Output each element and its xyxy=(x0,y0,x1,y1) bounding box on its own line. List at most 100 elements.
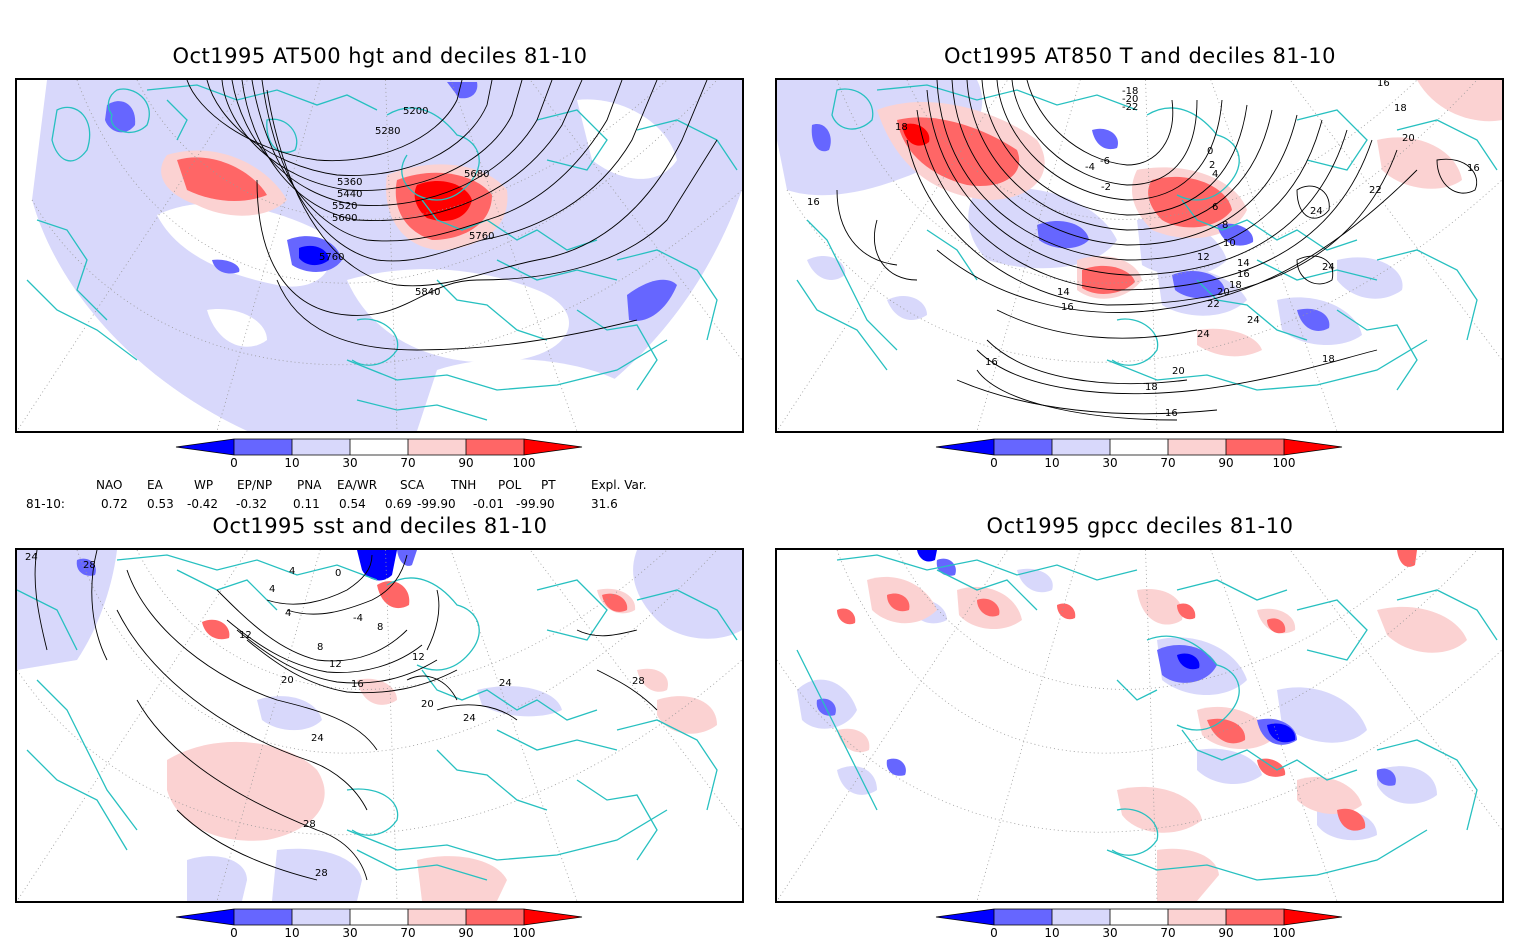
decile-shade-pink xyxy=(1377,137,1462,189)
contour-label: 5680 xyxy=(464,169,489,180)
index-header: PNA xyxy=(297,478,322,492)
contour-label: 8 xyxy=(317,642,323,653)
map-canvas-bottom-left: 24 28 0 4 4 -4 4 8 8 12 12 16 20 20 24 2… xyxy=(17,550,742,901)
contour-label: 22 xyxy=(1369,185,1382,196)
index-value: -99.90 xyxy=(417,497,456,511)
colorbar-segment xyxy=(350,439,408,455)
colorbar-tick-label: 0 xyxy=(990,926,998,940)
contour-label: 2 xyxy=(1209,160,1215,171)
graticule xyxy=(777,550,1502,901)
index-value: 0.69 xyxy=(385,497,412,511)
index-header: SCA xyxy=(400,478,425,492)
decile-shade-blue xyxy=(1172,270,1225,299)
contour-label: 4 xyxy=(269,584,275,595)
decile-shade-blue xyxy=(811,124,831,152)
colorbar-tick-label: 70 xyxy=(1160,456,1175,470)
colorbar-segment xyxy=(1052,439,1110,455)
index-header: POL xyxy=(498,478,522,492)
decile-shade-lightblue xyxy=(887,295,927,320)
map-canvas-top-left: 5200 5280 5360 5440 5520 5600 5680 5760 … xyxy=(17,80,742,431)
colorbar-tick-label: 30 xyxy=(1102,926,1117,940)
colorbar-top-left: 0 10 30 70 90 100 xyxy=(175,438,586,470)
decile-shade-lightblue xyxy=(17,550,117,670)
contour-label: 20 xyxy=(281,675,294,686)
colorbar-segment xyxy=(350,909,408,925)
graticule xyxy=(17,550,742,901)
decile-shade-pink xyxy=(637,668,668,692)
decile-shade-darkred xyxy=(902,123,930,146)
decile-shade-blue xyxy=(627,279,677,321)
contour-label: 5360 xyxy=(337,177,362,188)
contour-label: 16 xyxy=(807,197,820,208)
contour-label: 20 xyxy=(1217,287,1230,298)
colorbar-segment xyxy=(176,439,234,455)
colorbar-tick-label: 70 xyxy=(1160,926,1175,940)
colorbar-tick-label: 0 xyxy=(230,926,238,940)
colorbar-outline xyxy=(935,438,1343,456)
contour-label: 24 xyxy=(1310,206,1323,217)
contour-label: -4 xyxy=(1085,162,1095,173)
contour-label: 0 xyxy=(335,568,341,579)
contour-label: 16 xyxy=(1237,269,1250,280)
colorbar-tick-label: 100 xyxy=(1273,456,1296,470)
colorbar-segment xyxy=(994,439,1052,455)
index-value: 0.54 xyxy=(339,497,366,511)
colorbar-segment xyxy=(1226,439,1284,455)
decile-shade-blue xyxy=(1217,223,1254,246)
colorbar-bottom-right: 0 10 30 70 90 100 xyxy=(935,908,1346,940)
index-value: 0.53 xyxy=(147,497,174,511)
coastlines xyxy=(17,554,738,881)
decile-shade-blue xyxy=(1092,128,1118,150)
contour-label: 12 xyxy=(329,659,342,670)
map-panel-top-right: 18 16 -18 -20 -22 -6 -4 -2 0 2 4 6 8 10 … xyxy=(775,78,1504,433)
decile-shade-pink xyxy=(1197,328,1262,357)
colorbar-tick-label: 10 xyxy=(284,456,299,470)
contour-label: -6 xyxy=(1100,156,1110,167)
colorbar-tick-label: 90 xyxy=(458,456,473,470)
decile-shade-blue xyxy=(1037,220,1089,249)
colorbar-outline xyxy=(175,908,583,926)
decile-shade-pink xyxy=(837,576,1467,901)
contour-label: 20 xyxy=(1402,133,1415,144)
colorbar-segment xyxy=(1284,439,1342,455)
contour-label: 24 xyxy=(25,552,38,563)
decile-shade-pink xyxy=(657,696,717,734)
contour-label: 18 xyxy=(1145,382,1158,393)
index-header: Expl. Var. xyxy=(591,478,647,492)
contour-label: 4 xyxy=(289,566,295,577)
contour-label: 10 xyxy=(1223,238,1236,249)
colorbar-segment xyxy=(1284,909,1342,925)
graticule xyxy=(777,80,1502,431)
panel-title-bottom-right: Oct1995 gpcc deciles 81-10 xyxy=(986,514,1294,538)
contour-label: 28 xyxy=(83,560,96,571)
contour-label: 28 xyxy=(303,819,316,830)
map-panel-bottom-right xyxy=(775,548,1504,903)
index-header: EA xyxy=(147,478,163,492)
contour-labels: 24 28 0 4 4 -4 4 8 8 12 12 16 20 20 24 2… xyxy=(25,552,645,879)
contour-label: 5440 xyxy=(337,189,362,200)
index-value: -0.01 xyxy=(473,497,505,511)
contour-labels: 18 16 -18 -20 -22 -6 -4 -2 0 2 4 6 8 10 … xyxy=(807,80,1480,419)
decile-shade-red xyxy=(602,593,628,612)
colorbar-segment xyxy=(176,909,234,925)
colorbar-tick-label: 30 xyxy=(1102,456,1117,470)
colorbar-outline xyxy=(935,908,1343,926)
panel-title-top-right: Oct1995 AT850 T and deciles 81-10 xyxy=(944,44,1336,68)
decile-shade-white xyxy=(207,309,267,347)
index-header: EA/WR xyxy=(337,478,378,492)
map-panel-top-left: 5200 5280 5360 5440 5520 5600 5680 5760 … xyxy=(15,78,744,433)
contour-label: 12 xyxy=(412,652,425,663)
decile-shade-blue xyxy=(1297,308,1330,331)
index-value: 31.6 xyxy=(591,497,618,511)
contour-label: 18 xyxy=(1394,103,1407,114)
contour-label: 28 xyxy=(315,868,328,879)
colorbar-svg: 0 10 30 70 90 100 xyxy=(175,908,583,940)
contour-label: 24 xyxy=(1247,315,1260,326)
index-header: WP xyxy=(194,478,214,492)
contour-label: 8 xyxy=(1222,220,1228,231)
decile-shade-blue xyxy=(447,82,478,99)
decile-shade-darkred xyxy=(414,180,472,221)
decile-shade-blue xyxy=(76,558,96,576)
height-contours xyxy=(186,80,718,351)
contour-label: 5840 xyxy=(415,287,440,298)
